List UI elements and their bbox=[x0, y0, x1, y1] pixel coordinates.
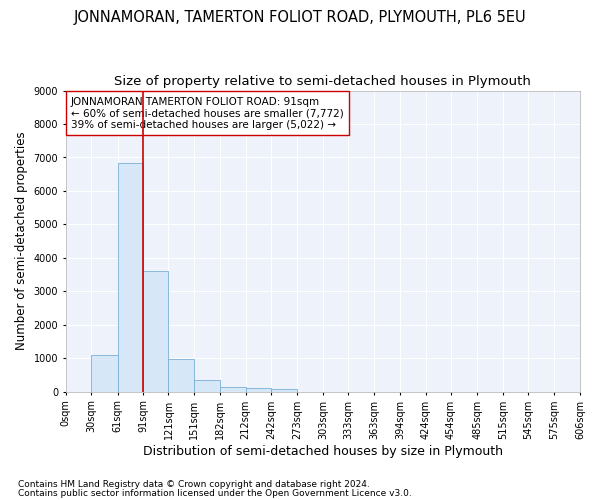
Text: JONNAMORAN TAMERTON FOLIOT ROAD: 91sqm
← 60% of semi-detached houses are smaller: JONNAMORAN TAMERTON FOLIOT ROAD: 91sqm ←… bbox=[71, 96, 344, 130]
Text: Contains HM Land Registry data © Crown copyright and database right 2024.: Contains HM Land Registry data © Crown c… bbox=[18, 480, 370, 489]
Bar bbox=[118, 162, 143, 392]
Bar bbox=[194, 380, 220, 392]
Text: JONNAMORAN, TAMERTON FOLIOT ROAD, PLYMOUTH, PL6 5EU: JONNAMORAN, TAMERTON FOLIOT ROAD, PLYMOU… bbox=[74, 10, 526, 25]
Bar bbox=[169, 359, 194, 392]
Text: Contains public sector information licensed under the Open Government Licence v3: Contains public sector information licen… bbox=[18, 488, 412, 498]
Bar bbox=[91, 355, 118, 392]
Bar bbox=[143, 272, 169, 392]
Bar bbox=[245, 388, 271, 392]
X-axis label: Distribution of semi-detached houses by size in Plymouth: Distribution of semi-detached houses by … bbox=[143, 444, 503, 458]
Bar bbox=[220, 387, 245, 392]
Y-axis label: Number of semi-detached properties: Number of semi-detached properties bbox=[15, 132, 28, 350]
Bar bbox=[271, 390, 298, 392]
Title: Size of property relative to semi-detached houses in Plymouth: Size of property relative to semi-detach… bbox=[115, 75, 532, 88]
